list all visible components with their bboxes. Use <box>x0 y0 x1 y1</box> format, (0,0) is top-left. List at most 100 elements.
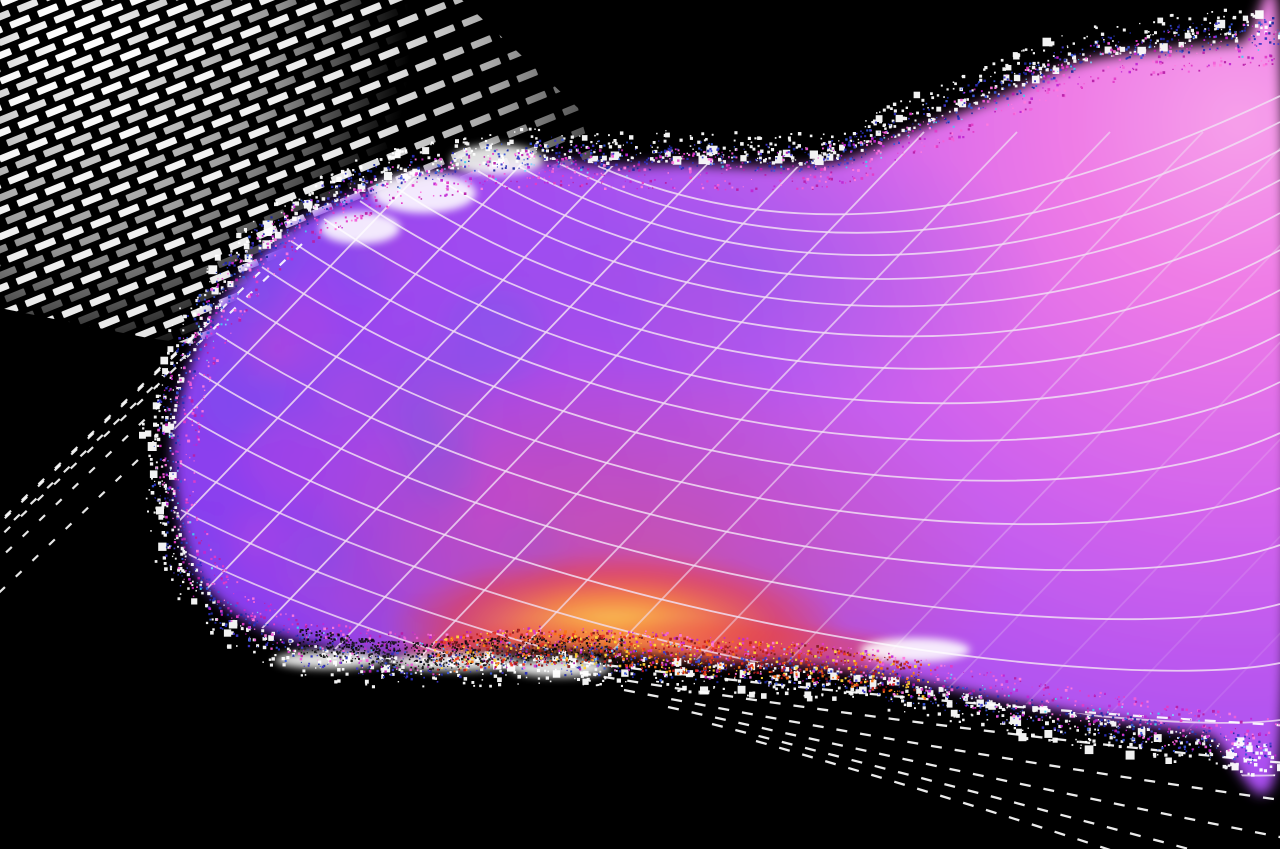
speckle-dot <box>214 621 217 624</box>
speckle-dot <box>686 648 689 651</box>
speckle-dot <box>827 166 829 168</box>
speckle-dot <box>590 141 593 144</box>
speckle-dot <box>253 638 257 642</box>
speckle-dot <box>1084 745 1094 755</box>
speckle-dot <box>560 163 563 165</box>
speckle-dot <box>433 678 435 680</box>
speckle-dot <box>1210 753 1214 757</box>
speckle-dot <box>381 677 383 679</box>
speckle-dot <box>155 385 158 388</box>
speckle-dot <box>386 182 389 185</box>
speckle-dot <box>492 152 494 155</box>
speckle-dot <box>827 662 830 664</box>
speckle-dot <box>1264 733 1267 736</box>
speckle-dot <box>735 156 738 159</box>
speckle-dot <box>171 415 176 419</box>
speckle-dot <box>339 658 342 661</box>
speckle-dot <box>1008 704 1011 708</box>
speckle-dot <box>1047 75 1050 78</box>
speckle-dot <box>281 241 284 244</box>
speckle-dot <box>910 128 912 130</box>
speckle-dot <box>579 154 583 157</box>
speckle-dot <box>1126 716 1130 719</box>
speckle-dot <box>241 622 245 626</box>
speckle-dot <box>1152 60 1155 63</box>
speckle-dot <box>265 609 268 612</box>
speckle-dot <box>717 154 719 156</box>
speckle-dot <box>424 177 428 180</box>
speckle-dot <box>480 667 484 671</box>
speckle-dot <box>1006 97 1009 100</box>
speckle-dot <box>742 675 745 678</box>
speckle-dot <box>470 183 472 185</box>
speckle-dot <box>177 348 179 350</box>
speckle-dot <box>654 635 658 638</box>
speckle-dot <box>536 663 539 665</box>
speckle-dot <box>1181 68 1183 71</box>
speckle-dot <box>659 679 662 682</box>
speckle-dot <box>844 685 847 688</box>
speckle-dot <box>636 188 638 190</box>
speckle-dot <box>177 574 179 576</box>
speckle-dot <box>490 661 494 664</box>
speckle-layer-white-fringe <box>139 8 1280 777</box>
speckle-dot <box>1201 24 1203 26</box>
speckle-dot <box>422 147 430 155</box>
speckle-dot <box>1153 49 1157 53</box>
speckle-dot <box>734 131 738 135</box>
speckle-dot <box>163 432 166 435</box>
speckle-dot <box>272 237 274 240</box>
speckle-dot <box>722 665 725 667</box>
speckle-dot <box>869 140 872 143</box>
speckle-dot <box>172 434 175 437</box>
speckle-dot <box>235 604 238 607</box>
speckle-dot <box>154 497 156 499</box>
speckle-dot <box>345 196 348 199</box>
speckle-dot <box>176 387 179 390</box>
speckle-dot <box>933 120 936 123</box>
speckle-dot <box>192 580 194 583</box>
speckle-dot <box>1052 55 1055 57</box>
speckle-dot <box>305 625 308 627</box>
speckle-dot <box>572 167 574 170</box>
speckle-dot <box>828 152 831 155</box>
speckle-dot <box>206 270 209 273</box>
speckle-dot <box>525 633 528 636</box>
speckle-dot <box>554 158 556 160</box>
speckle-dot <box>1233 742 1238 746</box>
speckle-dot <box>281 222 283 224</box>
speckle-dot <box>258 246 262 250</box>
speckle-dot <box>1231 749 1233 751</box>
speckle-dot <box>695 660 698 664</box>
speckle-dot <box>219 292 221 295</box>
dashed-line-bottom <box>755 739 1111 849</box>
speckle-dot <box>1220 60 1223 63</box>
speckle-dot <box>789 154 793 158</box>
speckle-dot <box>185 570 187 572</box>
speckle-dot <box>1201 45 1204 48</box>
speckle-dot <box>171 499 174 502</box>
speckle-dot <box>224 342 226 344</box>
speckle-dot <box>232 624 236 628</box>
speckle-dot <box>855 679 858 682</box>
speckle-dot <box>1128 70 1131 74</box>
speckle-dot <box>177 380 180 384</box>
speckle-dot <box>593 672 597 676</box>
speckle-dot <box>868 659 871 662</box>
speckle-dot <box>359 178 362 181</box>
speckle-dot <box>1043 75 1046 78</box>
speckle-dot <box>563 137 566 140</box>
speckle-dot <box>209 618 212 621</box>
speckle-dot <box>888 125 892 129</box>
speckle-dot <box>662 642 664 644</box>
speckle-dot <box>502 630 505 633</box>
speckle-dot <box>665 675 668 678</box>
speckle-dot <box>1074 700 1077 703</box>
speckle-dot <box>706 180 709 183</box>
speckle-dot <box>747 672 750 675</box>
speckle-dot <box>1117 47 1120 51</box>
speckle-dot <box>236 602 239 605</box>
speckle-dot <box>670 146 673 149</box>
speckle-dot <box>161 502 166 507</box>
speckle-dot <box>211 618 214 621</box>
